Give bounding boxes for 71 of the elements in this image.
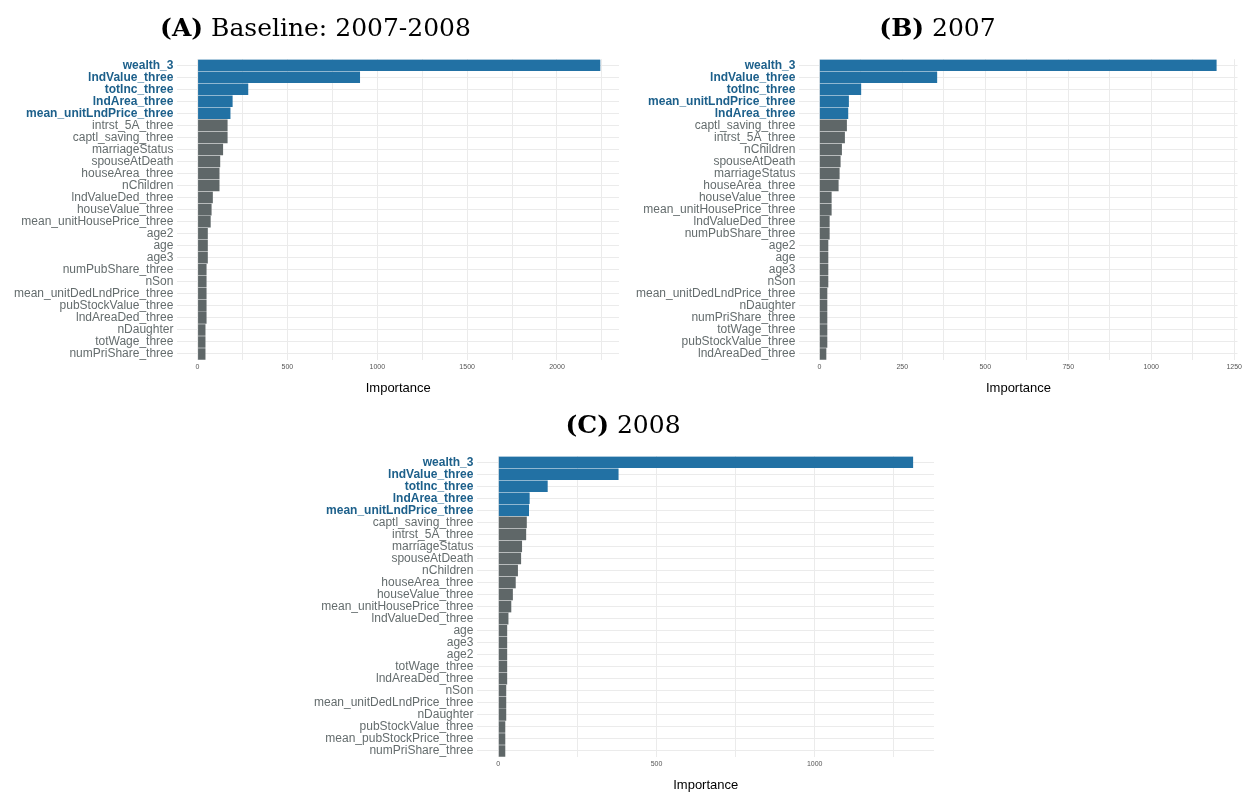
y-tick-label: numPubShare_three	[62, 262, 174, 277]
y-tick-label: wealth_3	[121, 57, 174, 72]
y-tick-label: lndValue_three	[88, 69, 174, 84]
y-tick-label: age3	[146, 250, 174, 265]
x-axis-title: Importance	[985, 379, 1051, 395]
y-tick-label: intrst_5A_three	[92, 117, 174, 132]
y-tick-label: age3	[446, 635, 474, 650]
y-tick-label: lndValueDed_three	[693, 213, 796, 228]
y-tick-label: mean_unitDedLndPrice_three	[313, 695, 474, 710]
y-tick-label: nChildren	[744, 141, 796, 156]
y-tick-label: lndValueDed_three	[371, 610, 474, 625]
y-tick-label: nSon	[445, 683, 474, 698]
y-tick-label: marriageStatus	[392, 538, 474, 553]
y-tick-label: age	[453, 622, 474, 637]
y-tick-label: captl_saving_three	[694, 117, 796, 132]
y-tick-label: numPriShare_three	[69, 346, 174, 361]
y-tick-label: spouseAtDeath	[713, 153, 796, 168]
y-tick-label: mean_unitHousePrice_three	[321, 598, 474, 613]
y-tick-label: houseValue_three	[76, 201, 174, 216]
chart-title: (A) Baseline: 2007-2008	[160, 13, 471, 42]
y-tick-label: nDaughter	[117, 322, 174, 337]
y-tick-label: lndArea_three	[714, 105, 796, 120]
y-tick-label: lndValueDed_three	[71, 189, 174, 204]
y-tick-label: totWage_three	[395, 659, 474, 674]
y-tick-label: mean_unitHousePrice_three	[21, 213, 174, 228]
y-tick-label: lndAreaDed_three	[376, 671, 474, 686]
chart-title: (C) 2008	[565, 410, 681, 439]
y-tick-label: nDaughter	[417, 707, 474, 722]
y-tick-label: numPubShare_three	[684, 225, 796, 240]
y-tick-label: houseValue_three	[376, 586, 474, 601]
y-tick-label: mean_pubStockPrice_three	[325, 731, 474, 746]
x-axis-title: Importance	[673, 776, 739, 792]
y-tick-label: totInc_three	[104, 81, 174, 96]
y-tick-label: nSon	[767, 274, 796, 289]
y-tick-label: lndArea_three	[392, 490, 474, 505]
y-tick-label: nDaughter	[739, 298, 796, 313]
y-tick-label: lndAreaDed_three	[76, 310, 174, 325]
y-tick-label: totWage_three	[717, 322, 796, 337]
y-tick-label: mean_unitDedLndPrice_three	[635, 286, 796, 301]
y-tick-label: numPriShare_three	[369, 743, 474, 758]
y-tick-label: nSon	[145, 274, 174, 289]
y-tick-label: mean_unitLndPrice_three	[648, 93, 796, 108]
y-tick-label: mean_unitDedLndPrice_three	[13, 286, 174, 301]
y-tick-label: mean_unitLndPrice_three	[26, 105, 174, 120]
y-tick-label: totWage_three	[95, 334, 174, 349]
y-tick-label: mean_unitLndPrice_three	[326, 502, 474, 517]
y-tick-label: houseValue_three	[698, 189, 796, 204]
y-tick-label: lndAreaDed_three	[698, 346, 796, 361]
y-tick-label: nChildren	[122, 177, 174, 192]
y-tick-label: pubStockValue_three	[359, 719, 474, 734]
y-tick-label: totInc_three	[404, 478, 474, 493]
y-tick-label: houseArea_three	[381, 574, 474, 589]
chart-title: (B) 2007	[879, 13, 996, 42]
y-tick-label: age2	[146, 225, 174, 240]
y-tick-label: numPriShare_three	[691, 310, 796, 325]
y-tick-label: lndValue_three	[388, 466, 474, 481]
y-tick-label: totInc_three	[726, 81, 796, 96]
y-tick-label: mean_unitHousePrice_three	[643, 201, 796, 216]
y-tick-label: nChildren	[422, 562, 474, 577]
y-tick-label: wealth_3	[743, 57, 796, 72]
y-tick-label: lndArea_three	[92, 93, 174, 108]
y-tick-label: lndValue_three	[710, 69, 796, 84]
y-tick-label: captl_saving_three	[372, 514, 474, 529]
y-tick-label: pubStockValue_three	[59, 298, 174, 313]
y-tick-label: captl_saving_three	[72, 129, 174, 144]
y-tick-label: wealth_3	[421, 454, 474, 469]
y-tick-label: age3	[768, 262, 796, 277]
y-tick-label: age2	[446, 647, 474, 662]
y-tick-label: pubStockValue_three	[681, 334, 796, 349]
y-tick-label: age2	[768, 238, 796, 253]
x-axis-title: Importance	[365, 379, 431, 395]
